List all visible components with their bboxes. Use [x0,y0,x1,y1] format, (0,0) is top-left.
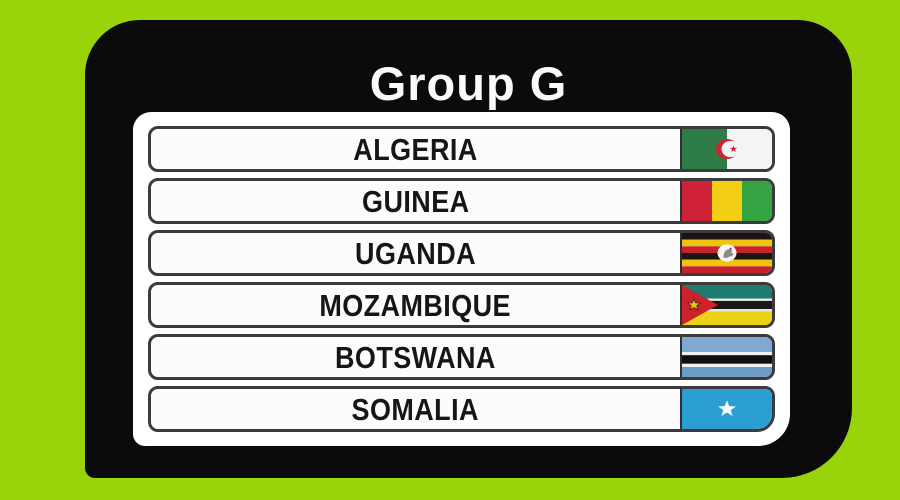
team-name-label: MOZAMBIQUE [319,287,512,323]
team-name-label: ALGERIA [353,131,478,167]
team-row-somalia: SOMALIA [148,386,775,432]
team-row-botswana: BOTSWANA [148,334,775,380]
team-row-guinea: GUINEA [148,178,775,224]
teams-card: ALGERIA GUINEA [133,112,790,446]
somalia-flag-icon [680,389,772,429]
group-panel: Group G ALGERIA GUINEA [85,20,852,478]
team-row-algeria: ALGERIA [148,126,775,172]
botswana-flag-icon [680,337,772,377]
team-name-label: BOTSWANA [335,339,496,375]
team-row-uganda: UGANDA [148,230,775,276]
guinea-flag-icon [680,181,772,221]
group-title: Group G [369,57,568,110]
uganda-flag-icon [680,233,772,273]
team-name-label: UGANDA [355,235,476,271]
team-name-label: SOMALIA [351,391,480,427]
team-name-label: GUINEA [361,183,470,219]
algeria-flag-icon [680,129,772,169]
team-row-mozambique: MOZAMBIQUE [148,282,775,328]
mozambique-flag-icon [680,285,772,325]
